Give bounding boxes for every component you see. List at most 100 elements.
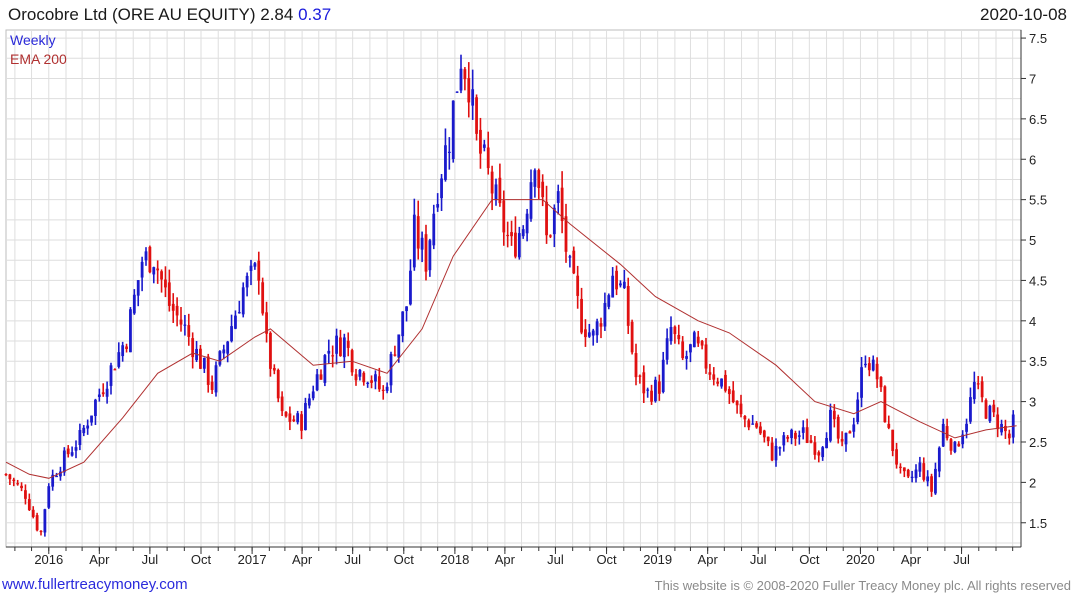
candle [35, 512, 39, 532]
candle [739, 394, 743, 418]
candle [685, 350, 688, 370]
candle-body [148, 246, 152, 273]
candle [836, 414, 840, 444]
candle-body [265, 312, 268, 334]
candle-body [619, 283, 622, 286]
candle [237, 300, 241, 314]
candle [70, 446, 74, 457]
candle-body [436, 204, 440, 208]
axes: 1.5 2 2.5 3 3.5 4 4.5 5 5.5 6 6.5 7 7.5 2016 Apr Jul Oct… [6, 30, 1047, 567]
candle [444, 128, 447, 182]
candle [1004, 419, 1007, 439]
candle-body [809, 440, 813, 443]
candle [510, 220, 513, 246]
y-tick-label: 3.5 [1029, 354, 1047, 369]
candle [140, 256, 144, 292]
candle [852, 417, 856, 438]
candle [949, 438, 953, 455]
candle [405, 306, 408, 322]
candle [646, 387, 650, 398]
candle [27, 493, 31, 512]
candle [829, 403, 832, 443]
candle-body [980, 381, 984, 398]
candle [657, 374, 661, 401]
candle-body [739, 403, 743, 415]
candle [961, 430, 965, 449]
candle [521, 225, 525, 239]
candle-body [424, 234, 428, 272]
candle [642, 365, 646, 403]
candle-body [934, 468, 937, 494]
candle-body [918, 462, 922, 472]
candle [401, 311, 405, 343]
candle-body [78, 430, 82, 446]
candle [31, 506, 35, 519]
candle [844, 432, 848, 452]
candle-body [440, 178, 443, 199]
candle [253, 261, 257, 270]
candle-body [471, 89, 475, 106]
candle [304, 397, 307, 431]
candle-body [992, 404, 996, 413]
candle [451, 100, 455, 163]
candle-body [696, 336, 700, 344]
candle [296, 410, 300, 425]
candle [848, 430, 852, 434]
candle-body [199, 348, 202, 369]
candle-body [74, 447, 78, 451]
candle [482, 139, 486, 152]
candle [580, 287, 583, 335]
candle-body [564, 216, 568, 252]
candle-body [677, 334, 681, 340]
site-link[interactable]: www.fullertreacymoney.com [2, 576, 188, 593]
candle [801, 420, 805, 440]
candle [393, 345, 397, 357]
candle-body [794, 432, 797, 439]
candle [234, 310, 237, 330]
candle-body [447, 151, 451, 153]
candle-body [416, 216, 420, 249]
candle-body [234, 315, 237, 329]
candle-body [160, 271, 163, 280]
candle-body [525, 213, 529, 234]
candle-body [549, 235, 552, 237]
candle [280, 391, 284, 417]
candle-body [175, 305, 179, 316]
candle [101, 383, 105, 397]
candle [175, 297, 179, 327]
candle-body [467, 78, 471, 103]
candle [879, 376, 883, 392]
candle [871, 355, 875, 372]
candle [821, 445, 825, 461]
candle-body [805, 427, 809, 443]
x-tick-label: Oct [799, 552, 820, 567]
candle-body [976, 383, 980, 385]
candle-body [498, 177, 502, 204]
candle [447, 137, 451, 170]
candle [595, 318, 599, 343]
candle [696, 330, 700, 347]
candle [43, 508, 47, 537]
candle [354, 368, 358, 386]
x-tick-label: Apr [89, 552, 110, 567]
candle [39, 530, 43, 536]
candle [603, 292, 607, 331]
candle-body [848, 431, 852, 434]
candle-body [545, 201, 548, 236]
candle [339, 329, 342, 357]
candle-body [24, 490, 27, 499]
candle [125, 343, 128, 353]
candle-body [615, 270, 618, 290]
candle [762, 429, 766, 443]
candle-body [762, 430, 766, 438]
candle [708, 363, 712, 381]
y-tick-label: 1.5 [1029, 516, 1047, 531]
chart-title: Orocobre Ltd (ORE AU EQUITY) 2.84 0.37 [8, 5, 331, 25]
x-tick-label: 2020 [846, 552, 875, 567]
candle-body [101, 392, 105, 395]
candle [292, 415, 296, 422]
candle [350, 348, 354, 376]
candle [420, 231, 424, 263]
candle [887, 415, 891, 430]
